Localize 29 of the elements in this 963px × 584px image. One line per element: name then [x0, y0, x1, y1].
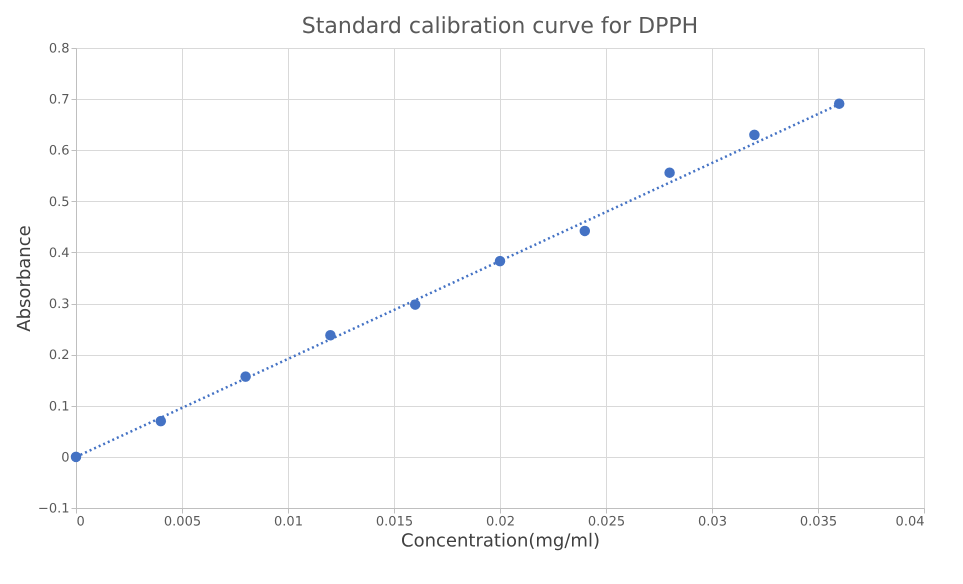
y-tick-label: 0.5	[48, 194, 70, 210]
y-tick-label: 0.3	[48, 297, 70, 312]
point	[410, 299, 420, 310]
x-axis-title: Concentration(mg/ml)	[401, 530, 600, 552]
y-tick-label: 0.1	[48, 399, 70, 414]
x-tick-label: 0.035	[800, 514, 838, 530]
point	[70, 452, 82, 462]
y-axis-title: Absorbance	[14, 225, 35, 332]
chart-title: Standard calibration curve for DPPH	[302, 14, 698, 39]
y-tick-label: −0.1	[38, 502, 70, 516]
y-tick-label: 0.8	[48, 42, 70, 56]
y-tick-label: 0.7	[48, 92, 70, 108]
y-tick-label: 0.4	[48, 246, 70, 261]
x-tick-label: 0.015	[376, 514, 414, 530]
x-tick-label: 0.04	[896, 514, 924, 530]
point	[580, 226, 590, 236]
x-tick-label: 0.025	[588, 514, 626, 530]
x-tick-label: 0.02	[486, 514, 515, 530]
point	[834, 98, 844, 109]
y-tick-label: 0.6	[48, 144, 70, 159]
x-tick-label: 0.03	[698, 514, 727, 530]
x-tick-label: 0	[76, 514, 85, 530]
y-tick-label: 0.2	[48, 348, 70, 364]
y-tick-label: 0	[61, 450, 70, 466]
x-tick-label: 0.005	[164, 514, 202, 530]
x-tick-label: 0.01	[274, 514, 303, 530]
point	[664, 167, 675, 178]
point	[325, 330, 336, 340]
point	[749, 130, 760, 140]
